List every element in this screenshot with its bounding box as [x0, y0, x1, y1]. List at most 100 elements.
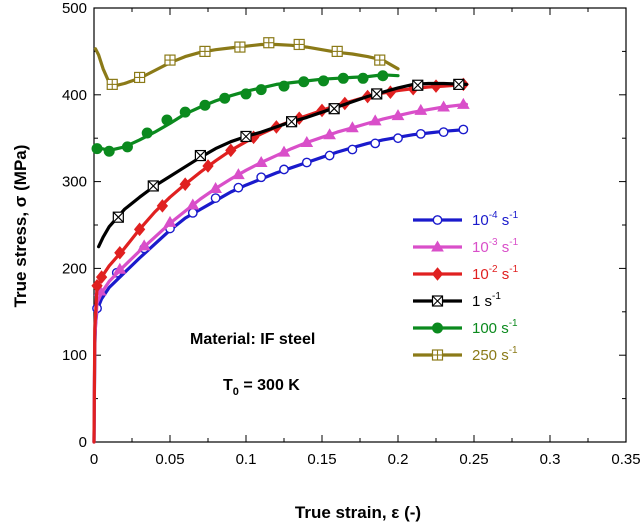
- x-tick-label: 0: [90, 451, 98, 468]
- legend-label-text: s: [480, 293, 492, 310]
- data-point-cross: [432, 295, 443, 307]
- data-point: [391, 109, 405, 121]
- y-tick-label: 400: [62, 87, 87, 104]
- data-point-cross: [195, 150, 206, 161]
- data-point: [163, 215, 177, 227]
- data-point: [232, 168, 245, 180]
- series-layer: [91, 37, 470, 444]
- data-point: [209, 182, 222, 194]
- x-tick-label: 0.3: [540, 451, 561, 468]
- data-point: [240, 88, 252, 100]
- y-axis-title: True stress, σ (MPa): [11, 145, 30, 308]
- data-point: [179, 177, 191, 191]
- data-point: [357, 72, 369, 84]
- data-point: [186, 198, 200, 210]
- data-point: [456, 97, 470, 109]
- legend-entry: 10-4 s-1: [413, 210, 519, 229]
- data-point-cross: [286, 116, 297, 128]
- data-point: [179, 106, 191, 118]
- data-point: [156, 199, 169, 213]
- data-point: [263, 37, 275, 49]
- legend-label-text: 10: [472, 212, 489, 229]
- legend-label-exponent: -1: [509, 345, 518, 356]
- material-annotation: Material: IF steel: [190, 331, 315, 348]
- data-point: [210, 193, 221, 203]
- data-point: [431, 349, 444, 361]
- legend-label-text: 250: [472, 347, 497, 364]
- legend-label-exponent: -2: [489, 264, 498, 275]
- data-point: [377, 70, 389, 82]
- data-point: [337, 72, 349, 84]
- data-point: [95, 270, 108, 284]
- data-point: [225, 143, 237, 158]
- data-point: [298, 76, 310, 88]
- x-tick-label: 0.25: [459, 451, 488, 468]
- legend-label-text: s: [498, 239, 510, 256]
- data-point: [432, 215, 443, 225]
- temperature-subscript: 0: [233, 386, 239, 398]
- data-point: [134, 71, 146, 84]
- series-3: [97, 78, 468, 249]
- legend-label: 250 s-1: [472, 345, 518, 364]
- data-point-cross: [240, 131, 252, 142]
- x-axis-title: True strain, ε (-): [295, 503, 421, 522]
- data-point: [438, 127, 449, 138]
- data-point: [202, 159, 214, 173]
- data-point: [114, 245, 126, 260]
- data-point: [113, 262, 127, 274]
- data-point-cross: [112, 211, 124, 223]
- data-point: [106, 78, 118, 90]
- x-tick-label: 0.1: [236, 451, 257, 468]
- data-point: [233, 182, 244, 193]
- y-tick-label: 100: [62, 347, 87, 364]
- series-0: [92, 124, 469, 444]
- legend-label-exponent: -1: [509, 318, 518, 329]
- data-point: [431, 295, 444, 307]
- legend-label-exponent: -3: [489, 237, 498, 248]
- data-point: [133, 222, 146, 237]
- data-point: [256, 172, 267, 183]
- data-point: [255, 84, 267, 96]
- legend-label: 10-2 s-1: [472, 264, 519, 283]
- data-point: [453, 78, 465, 90]
- series-1: [92, 97, 470, 444]
- legend-label: 100 s-1: [472, 318, 518, 337]
- data-point: [219, 92, 231, 104]
- y-tick-label: 500: [62, 0, 87, 17]
- legend-label: 10-4 s-1: [472, 210, 519, 229]
- data-point: [415, 128, 426, 139]
- data-point: [318, 75, 330, 87]
- data-point: [301, 157, 312, 168]
- data-point: [112, 211, 124, 223]
- y-tick-label: 200: [62, 260, 87, 277]
- series-4: [91, 70, 400, 157]
- legend-label-text: s: [498, 212, 510, 229]
- data-point: [234, 41, 246, 53]
- data-point: [324, 150, 335, 161]
- data-point: [164, 54, 176, 66]
- legend-label-exponent: -1: [509, 210, 518, 221]
- data-point: [91, 278, 103, 293]
- series-line: [92, 127, 468, 444]
- data-point: [431, 240, 444, 252]
- legend-label: 10-3 s-1: [472, 237, 519, 256]
- data-point: [432, 322, 443, 334]
- legend-entry: 1 s-1: [413, 291, 501, 310]
- legend-label-text: 100: [472, 320, 497, 337]
- data-point: [121, 141, 133, 153]
- data-point: [323, 128, 336, 140]
- data-point: [346, 121, 359, 133]
- series-line: [97, 81, 468, 249]
- data-point: [431, 267, 444, 281]
- x-tick-label: 0.2: [388, 451, 409, 468]
- legend-label-text: s: [498, 266, 510, 283]
- legend-label-exponent: -4: [489, 210, 498, 221]
- data-point: [277, 145, 291, 157]
- legend-entry: 10-2 s-1: [413, 264, 519, 283]
- data-point: [141, 127, 153, 139]
- data-point: [370, 138, 381, 149]
- legend-entry: 100 s-1: [413, 318, 518, 337]
- data-point: [328, 103, 340, 115]
- y-tick-label: 0: [79, 434, 87, 451]
